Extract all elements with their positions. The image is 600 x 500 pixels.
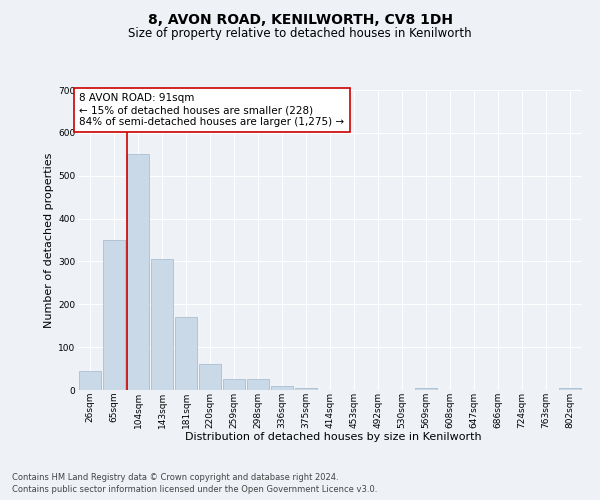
Bar	[415, 388, 437, 390]
Bar	[79, 370, 101, 390]
Bar	[127, 154, 149, 390]
Text: 8 AVON ROAD: 91sqm
← 15% of detached houses are smaller (228)
84% of semi-detach: 8 AVON ROAD: 91sqm ← 15% of detached hou…	[79, 94, 344, 126]
Text: Size of property relative to detached houses in Kenilworth: Size of property relative to detached ho…	[128, 28, 472, 40]
Bar	[271, 386, 293, 390]
Text: Contains HM Land Registry data © Crown copyright and database right 2024.: Contains HM Land Registry data © Crown c…	[12, 472, 338, 482]
Bar	[151, 260, 173, 390]
Bar	[223, 380, 245, 390]
Bar	[559, 388, 581, 390]
Bar	[295, 388, 317, 390]
Text: 8, AVON ROAD, KENILWORTH, CV8 1DH: 8, AVON ROAD, KENILWORTH, CV8 1DH	[148, 12, 452, 26]
Bar	[175, 317, 197, 390]
Text: Contains public sector information licensed under the Open Government Licence v3: Contains public sector information licen…	[12, 485, 377, 494]
Bar	[199, 364, 221, 390]
Bar	[247, 380, 269, 390]
Y-axis label: Number of detached properties: Number of detached properties	[44, 152, 54, 328]
Text: Distribution of detached houses by size in Kenilworth: Distribution of detached houses by size …	[185, 432, 481, 442]
Bar	[103, 240, 125, 390]
